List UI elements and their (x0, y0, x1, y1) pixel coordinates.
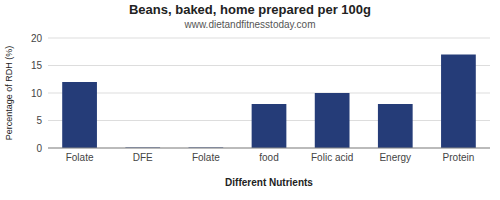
x-tick-label: Folate (66, 152, 94, 163)
x-tick-label: Protein (443, 152, 475, 163)
bar (315, 93, 350, 148)
y-tick-label: 10 (31, 88, 43, 99)
bar (378, 104, 413, 148)
x-tick-label: food (259, 152, 278, 163)
subtitle: www.dietandfitnesstoday.com (184, 19, 316, 30)
bars (62, 55, 476, 149)
y-tick-label: 5 (36, 115, 42, 126)
y-ticks: 0 5 10 15 20 (31, 33, 43, 154)
grid-line (48, 38, 490, 39)
grid (48, 38, 490, 148)
bar (441, 55, 476, 149)
x-tick-label: Folic acid (311, 152, 353, 163)
y-tick-label: 0 (36, 143, 42, 154)
chart-container: Beans, baked, home prepared per 100g www.… (0, 0, 500, 200)
grid-line (48, 65, 490, 66)
x-ticks: Folate DFE Folate food Folic acid Energy Prote… (66, 152, 475, 163)
title: Beans, baked, home prepared per 100g (129, 2, 371, 17)
bar (252, 104, 287, 148)
x-tick-label: Energy (379, 152, 411, 163)
chart: Beans, baked, home prepared per 100g www.… (0, 0, 500, 200)
y-tick-label: 20 (31, 33, 43, 44)
y-axis-label: Percentage of RDH (%) (4, 46, 14, 141)
bar (62, 82, 97, 148)
grid-line (48, 93, 490, 94)
x-tick-label: DFE (133, 152, 153, 163)
x-tick-label: Folate (192, 152, 220, 163)
y-tick-label: 15 (31, 60, 43, 71)
grid-line (48, 148, 490, 149)
x-axis-line (48, 148, 490, 149)
x-axis-label: Different Nutrients (225, 177, 313, 188)
